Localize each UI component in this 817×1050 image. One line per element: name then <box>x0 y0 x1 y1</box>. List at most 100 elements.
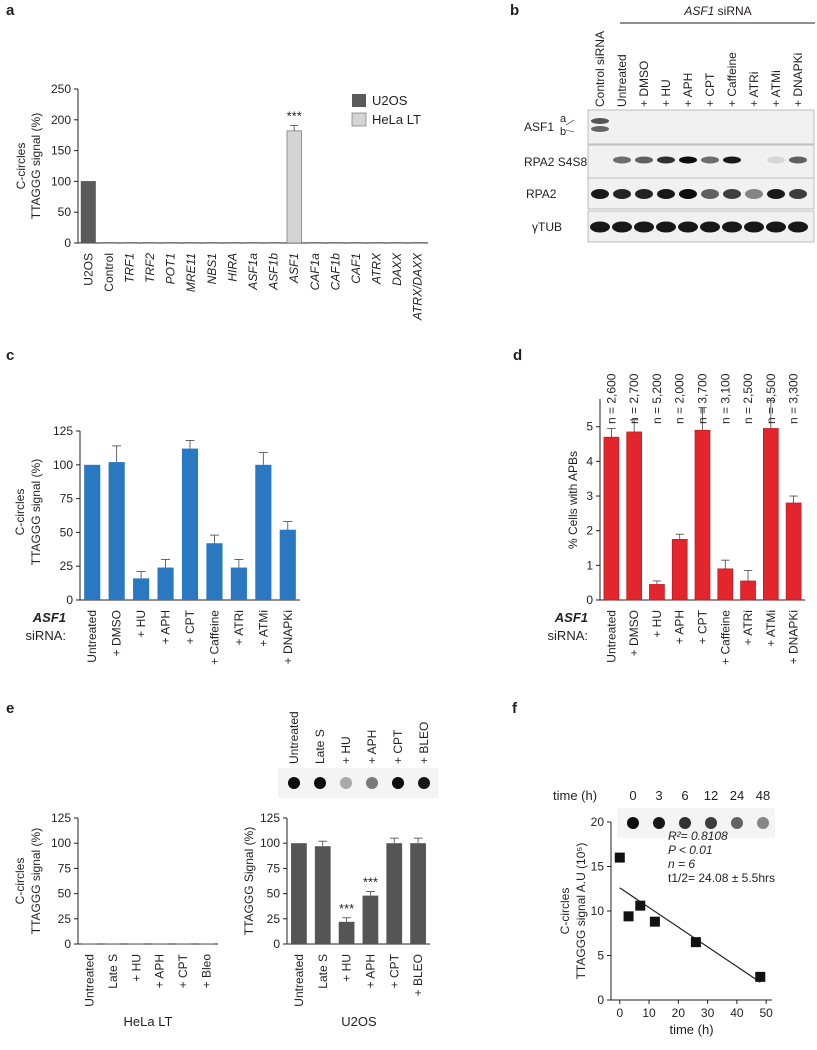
e-hela-group-label: HeLa LT <box>124 1014 173 1029</box>
b-band-label-a: a <box>560 113 567 125</box>
c-category-label: + Caffeine <box>207 610 221 665</box>
b-band-asf1b <box>591 126 609 132</box>
a-ytick-label: 0 <box>64 236 71 250</box>
d-bar <box>603 436 620 601</box>
b-band-rpa2 <box>701 189 719 199</box>
c-category-label: + CPT <box>183 609 197 644</box>
e_hela-bar <box>175 943 191 945</box>
b-blot-row <box>587 109 815 145</box>
f-data-point <box>635 900 646 911</box>
a-bar <box>327 242 343 244</box>
c-category-label: Untreated <box>85 610 99 663</box>
d-category-label: + Caffeine <box>718 610 732 665</box>
f-dot <box>679 817 691 829</box>
e_u2os-category-label: + APH <box>363 954 377 988</box>
a-bar <box>183 242 199 244</box>
d-n-label: n = 2,700 <box>627 373 641 424</box>
e_u2os-category-label: + HU <box>340 954 354 982</box>
b-band-gtub <box>612 221 632 233</box>
d-bar <box>626 431 642 601</box>
f-xtick-label: 10 <box>642 1006 656 1020</box>
panel-label-a: a <box>6 2 15 19</box>
f-stats-text: t1/2= 24.08 ± 5.5hrs <box>668 871 775 885</box>
a-ytick-label: 50 <box>58 205 72 219</box>
e-dot <box>418 777 430 789</box>
f-xtick-label: 50 <box>759 1006 773 1020</box>
b-band-pointer <box>565 119 575 126</box>
d-category-label: + DMSO <box>627 610 641 656</box>
e_u2os-bar <box>410 843 426 944</box>
f-data-point <box>690 937 701 948</box>
c-y-axis-label: C-circles <box>13 489 27 536</box>
e_hela-category-label: Late S <box>106 954 120 989</box>
b-band-rpa2 <box>723 189 741 199</box>
b-band-rpa2 <box>767 189 785 199</box>
f-stats-text: P < 0.01 <box>668 843 713 857</box>
a-category-label: ATRX/DAXX <box>411 252 425 321</box>
b-band-rpa2-s4s8 <box>657 156 675 164</box>
b-band-label-b: b <box>560 126 566 138</box>
c-bar <box>230 567 247 600</box>
e_hela-ytick-label: 25 <box>58 912 72 926</box>
e_hela-category-label: Untreated <box>83 954 97 1007</box>
e_hela-ytick-label: 100 <box>51 836 71 850</box>
f-dot <box>705 817 717 829</box>
c-bar <box>157 567 174 600</box>
d-category-label: + ATMi <box>764 610 778 647</box>
b-lane-label: Untreated <box>615 54 629 107</box>
f-y-axis-label: TTAGGG signal A.U (10⁵) <box>574 843 588 980</box>
f-dot-time-value: 3 <box>655 788 662 803</box>
f-data-point <box>649 916 660 927</box>
b-band-gtub <box>788 221 808 233</box>
f-dot-time-value: 6 <box>681 788 688 803</box>
f-dot-time-value: 48 <box>756 788 770 803</box>
b-lane-label: + HU <box>659 79 673 107</box>
a-category-label: HIRA <box>225 253 239 282</box>
a-bar <box>410 242 426 244</box>
b-row-label-rpa2-s4s8: RPA2 S4S8 <box>524 155 587 169</box>
d-bar <box>763 428 779 601</box>
b-lane-label: + ATMi <box>769 70 783 107</box>
b-lane-label: + ATRi <box>747 72 761 107</box>
f-ytick-label: 5 <box>597 949 604 963</box>
e_hela-category-label: + APH <box>153 954 167 988</box>
d-category-label: + HU <box>650 610 664 638</box>
e_hela-bar <box>128 943 145 945</box>
a-bar <box>163 242 179 244</box>
a-ytick-label: 250 <box>51 82 71 96</box>
e-dot-lane-label: + BLEO <box>417 722 431 764</box>
e_u2os-category-label: Late S <box>316 954 330 989</box>
b-row-label-gtub: γTUB <box>532 220 562 234</box>
c-ytick-label: 50 <box>60 525 74 539</box>
f-stats-text: n = 6 <box>668 857 695 871</box>
c-ytick-label: 25 <box>60 559 74 573</box>
a-category-label: ASF1a <box>246 253 260 291</box>
a-ytick-label: 200 <box>51 113 71 127</box>
c-bar <box>181 448 199 600</box>
c-ytick-label: 0 <box>66 593 73 607</box>
b-band-rpa2-s4s8 <box>789 156 807 164</box>
b-band-rpa2-s4s8 <box>679 156 697 164</box>
f-dot <box>731 817 743 829</box>
b-row-label-asf1: ASF1 <box>524 120 554 134</box>
d-n-label: n = 3,500 <box>764 373 778 424</box>
e_u2os-ytick-label: 0 <box>273 937 280 951</box>
a-bar <box>348 242 364 244</box>
f-y-axis-label: C-circles <box>558 888 572 935</box>
b-band-rpa2-s4s8 <box>635 156 653 164</box>
e-u2os-group-label: U2OS <box>341 1014 377 1029</box>
panel-label-f: f <box>512 700 517 717</box>
f-ytick-label: 0 <box>597 993 604 1007</box>
e_u2os-ytick-label: 100 <box>260 836 280 850</box>
panel-label-d: d <box>513 347 523 364</box>
f-dot-time-label: time (h) <box>553 788 597 803</box>
a-ytick-label: 100 <box>51 174 71 188</box>
a-category-label: CAF1b <box>328 253 342 291</box>
e-dot-lane-label: + CPT <box>391 729 405 764</box>
e_u2os-significance-label: *** <box>339 901 354 916</box>
a-category-label: TRF2 <box>143 253 157 283</box>
d-row-label: siRNA: <box>548 628 588 643</box>
b-band-rpa2-s4s8 <box>701 156 719 164</box>
e_u2os-category-label: Untreated <box>292 954 306 1007</box>
a-category-label: CAF1a <box>308 253 322 291</box>
